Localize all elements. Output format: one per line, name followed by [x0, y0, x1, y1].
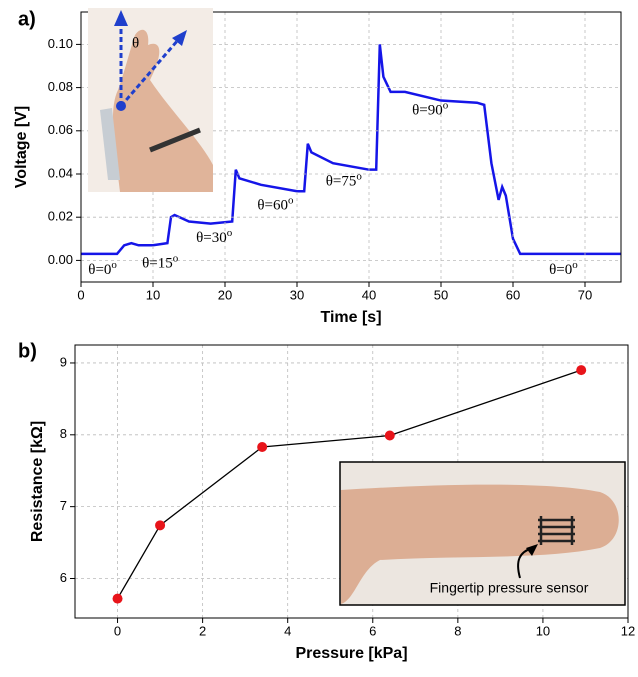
annotation-text: θ=0 [549, 263, 572, 279]
annotation-text: θ=0 [88, 263, 111, 279]
y-tick-label: 0.04 [48, 165, 73, 180]
arrow-head [114, 10, 128, 26]
axis-arrow [119, 39, 180, 107]
x-tick-label: 8 [454, 623, 461, 638]
annotation-text: θ=30 [196, 230, 227, 246]
x-axis-label: Time [s] [320, 309, 381, 326]
y-tick-label: 0.08 [48, 79, 73, 94]
x-tick-label: 6 [369, 623, 376, 638]
annotation-text: θ=15 [142, 256, 173, 272]
annotation: θ=30o [196, 226, 233, 246]
annotation-superscript: o [111, 259, 117, 271]
pen [149, 127, 201, 153]
x-tick-label: 2 [199, 623, 206, 638]
plot-frame [80, 11, 622, 283]
point [155, 520, 166, 531]
sensor [538, 516, 575, 545]
y-tick-label: 6 [60, 570, 67, 585]
arrow-head [526, 544, 538, 556]
annotation-superscript: o [288, 194, 294, 206]
annotation: θ=15o [142, 252, 179, 272]
point [257, 442, 268, 453]
annotation: θ=0o [549, 259, 578, 279]
inset-label: θ [132, 35, 139, 51]
y-tick-label: 0.10 [48, 36, 73, 51]
y-tick-label: 8 [60, 426, 67, 441]
annotation: θ=0o [88, 259, 117, 279]
annotation-text: θ=75 [326, 174, 357, 190]
annotation-text: θ=60 [257, 198, 288, 214]
pivot [116, 101, 126, 111]
point [384, 430, 395, 441]
data-line [81, 44, 621, 256]
y-axis-label: Voltage [V] [13, 106, 30, 188]
annotation-superscript: o [443, 99, 449, 111]
x-axis-label: Pressure [kPa] [295, 645, 407, 662]
annotation: θ=75o [326, 170, 363, 190]
inset-label: Fingertip pressure sensor [430, 580, 589, 596]
x-tick-label: 10 [146, 287, 160, 302]
y-tick-label: 0.00 [48, 252, 73, 267]
x-tick-label: 50 [434, 287, 448, 302]
annotation: θ=60o [257, 194, 294, 214]
inset-photo-b: Fingertip pressure sensor [339, 461, 626, 606]
annotation-superscript: o [227, 226, 233, 238]
finger [112, 29, 213, 192]
x-tick-label: 10 [536, 623, 550, 638]
x-tick-label: 20 [218, 287, 232, 302]
y-tick-label: 0.06 [48, 122, 73, 137]
annotation: θ=90o [412, 99, 449, 119]
annotation-text: θ=90 [412, 103, 443, 119]
x-tick-label: 0 [114, 623, 121, 638]
x-tick-label: 70 [578, 287, 592, 302]
panel-label: a) [18, 8, 36, 30]
panel-label: b) [18, 340, 37, 362]
arrow-head [172, 30, 187, 46]
point [112, 593, 123, 604]
annotation-superscript: o [173, 252, 179, 264]
x-tick-label: 12 [621, 623, 635, 638]
finger [341, 484, 619, 604]
y-axis-label: Resistance [kΩ] [29, 421, 46, 542]
y-tick-label: 0.02 [48, 209, 73, 224]
x-tick-label: 4 [284, 623, 291, 638]
x-tick-label: 40 [362, 287, 376, 302]
y-tick-label: 9 [60, 354, 67, 369]
glove [100, 108, 120, 180]
inset-photo-a: θ [88, 8, 213, 192]
x-tick-label: 0 [77, 287, 84, 302]
plot-frame [74, 344, 629, 619]
x-tick-label: 30 [290, 287, 304, 302]
annotation-superscript: o [356, 170, 362, 182]
x-tick-label: 60 [506, 287, 520, 302]
y-tick-label: 7 [60, 498, 67, 513]
point [576, 365, 587, 376]
annotation-superscript: o [572, 259, 578, 271]
